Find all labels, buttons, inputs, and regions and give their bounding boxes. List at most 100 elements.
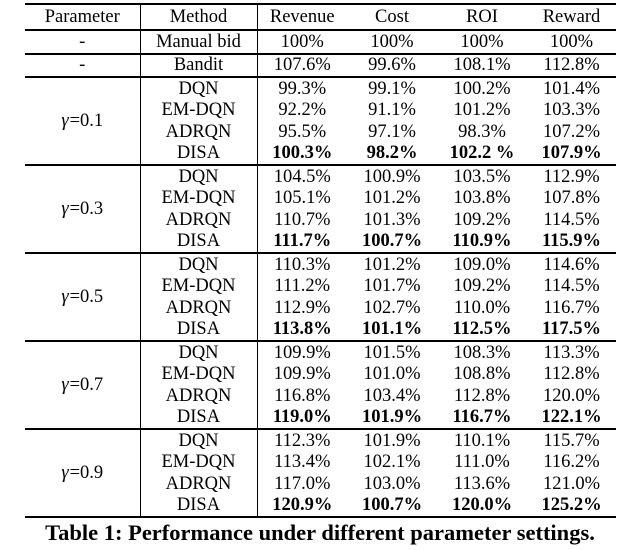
value-cell: 100% — [280, 31, 324, 52]
value-cell: 112.9% — [274, 297, 331, 318]
value-cell: 114.6% — [543, 254, 600, 275]
method-cell: EM-DQN — [140, 451, 258, 473]
method-cell: Manual bid — [140, 30, 258, 54]
value-cell: 103.4% — [363, 385, 421, 406]
value-cell: 110.9% — [452, 231, 512, 251]
value-cell: 114.5% — [543, 209, 600, 230]
value-cell: 107.2% — [542, 121, 601, 142]
value-cell: 112.9% — [543, 166, 600, 187]
value-cell: 103.3% — [542, 100, 601, 120]
value-cell: 120.0% — [451, 495, 513, 515]
table-row: ADRQN 112.9% 102.7% 110.0% 116.7% — [25, 297, 616, 319]
value-cell: 110.1% — [453, 430, 511, 451]
value-cell: 111.7% — [273, 231, 332, 251]
parameter-cell: γ=0.9 — [25, 429, 141, 517]
value-cell: 111.0% — [454, 452, 510, 472]
table-row: γ=0.1 DQN 99.3% 99.1% 100.2% 101.4% — [25, 77, 616, 165]
value-cell: 102.7% — [363, 297, 421, 318]
table-row: γ=0.3 DQN 104.5% 100.9% 103.5% 112.9% — [25, 165, 616, 253]
value-cell: 95.5% — [278, 121, 327, 142]
value-cell: 98.3% — [458, 121, 506, 142]
method-cell: DQN — [140, 429, 258, 452]
row-group: γ=0.9 DQN 112.3% 101.9% 110.1% 115.7% EM-DQN 11… — [25, 429, 616, 517]
row-group: γ=0.3 DQN 104.5% 100.9% 103.5% 112.9% EM-DQN 10… — [25, 165, 616, 253]
value-cell: 117.5% — [541, 319, 602, 339]
value-cell: 105.1% — [273, 188, 331, 208]
method-cell: ADRQN — [140, 297, 258, 319]
value-cell: 112.8% — [453, 385, 511, 406]
value-cell: 107.6% — [273, 55, 331, 75]
table-row: EM-DQN 111.2% 101.7% 109.2% 114.5% — [25, 275, 616, 297]
parameter-cell: - — [25, 30, 141, 54]
value-cell: 113.6% — [453, 473, 511, 494]
value-cell: 120.9% — [272, 495, 333, 515]
value-cell: 116.7% — [543, 297, 600, 318]
method-cell: ADRQN — [140, 209, 258, 231]
value-cell: 119.0% — [272, 407, 332, 427]
value-cell: 121.0% — [542, 473, 601, 494]
method-cell: DQN — [140, 165, 258, 188]
method-cell: EM-DQN — [140, 187, 258, 209]
value-cell: 116.8% — [274, 385, 331, 406]
value-cell: 108.3% — [453, 342, 511, 363]
value-cell: 110.7% — [274, 209, 331, 230]
table-row: γ=0.9 DQN 112.3% 101.9% 110.1% 115.7% — [25, 429, 616, 517]
value-cell: 111.2% — [274, 276, 331, 296]
value-cell: 99.6% — [368, 55, 416, 75]
value-cell: 91.1% — [368, 100, 416, 120]
parameter-cell: γ=0.7 — [25, 341, 141, 429]
value-cell: 113.8% — [272, 319, 332, 339]
value-cell: 116.2% — [543, 452, 600, 472]
value-cell: 103.5% — [453, 166, 511, 187]
method-cell: EM-DQN — [140, 99, 258, 121]
value-cell: 112.3% — [274, 430, 331, 451]
table-row: EM-DQN 109.9% 101.0% 108.8% 112.8% — [25, 363, 616, 385]
value-cell: 97.1% — [368, 121, 416, 142]
value-cell: 100.9% — [363, 166, 421, 187]
value-cell: 101.5% — [363, 342, 421, 363]
value-cell: 100.7% — [361, 231, 423, 251]
value-cell: 112.8% — [543, 55, 600, 75]
value-cell: 101.1% — [361, 319, 423, 339]
table-row: EM-DQN 113.4% 102.1% 111.0% 116.2% — [25, 451, 616, 473]
method-cell: DQN — [140, 77, 258, 100]
method-cell: DQN — [140, 341, 258, 364]
method-cell: DISA — [140, 142, 258, 165]
column-header-revenue: Revenue — [257, 4, 347, 31]
table-row: DISA 100.3% 98.2% 102.2 % 107.9% — [25, 142, 616, 165]
value-cell: 116.7% — [452, 407, 512, 427]
value-cell: 101.9% — [361, 407, 423, 427]
table-row: ADRQN 110.7% 101.3% 109.2% 114.5% — [25, 209, 616, 231]
value-cell: 98.2% — [366, 143, 418, 163]
table-row: - Manual bid 100% 100% 100% 100% — [25, 30, 616, 54]
value-cell: 101.3% — [363, 209, 421, 230]
parameter-cell: γ=0.3 — [25, 165, 141, 253]
value-cell: 108.8% — [453, 364, 511, 384]
value-cell: 100.3% — [272, 143, 333, 163]
value-cell: 115.7% — [543, 430, 600, 451]
value-cell: 101.2% — [453, 100, 511, 120]
value-cell: 104.5% — [273, 166, 331, 187]
value-cell: 101.0% — [363, 364, 421, 384]
value-cell: 103.8% — [453, 188, 511, 208]
method-cell: DISA — [140, 230, 258, 253]
gamma-symbol: γ — [61, 374, 69, 395]
performance-table: Parameter Method Revenue Cost ROI Reward - Man… — [25, 3, 616, 518]
table-row: DISA 120.9% 100.7% 120.0% 125.2% — [25, 494, 616, 517]
value-cell: 100% — [549, 31, 594, 52]
value-cell: 114.5% — [543, 276, 600, 296]
table-row: ADRQN 117.0% 103.0% 113.6% 121.0% — [25, 473, 616, 495]
table-row: DISA 111.7% 100.7% 110.9% 115.9% — [25, 230, 616, 253]
value-cell: 103.0% — [363, 473, 421, 494]
value-cell: 99.1% — [368, 78, 416, 99]
value-cell: 101.2% — [363, 188, 421, 208]
column-header-parameter: Parameter — [25, 4, 141, 31]
value-cell: 112.8% — [543, 364, 600, 384]
column-header-reward: Reward — [527, 4, 616, 31]
row-group: γ=0.5 DQN 110.3% 101.2% 109.0% 114.6% EM-DQN 11… — [25, 253, 616, 341]
value-cell: 100.2% — [453, 78, 511, 99]
value-cell: 107.9% — [541, 143, 602, 163]
method-cell: ADRQN — [140, 473, 258, 495]
value-cell: 117.0% — [274, 473, 331, 494]
